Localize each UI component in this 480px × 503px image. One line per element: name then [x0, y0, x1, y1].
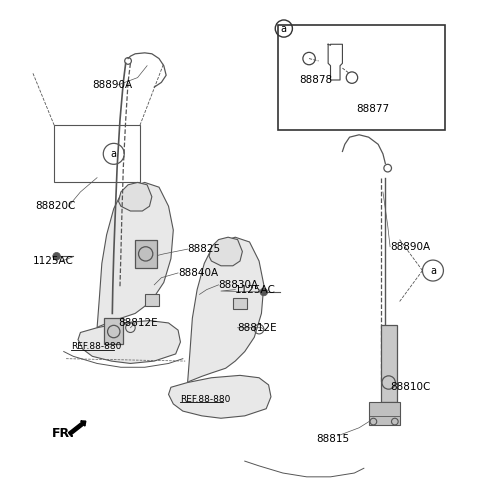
- Text: a: a: [111, 149, 117, 159]
- Polygon shape: [168, 375, 271, 418]
- FancyArrow shape: [69, 421, 86, 435]
- Text: 1125AC: 1125AC: [235, 285, 276, 295]
- Bar: [135, 239, 156, 268]
- Text: 88812E: 88812E: [119, 318, 158, 328]
- Text: 88820C: 88820C: [35, 201, 75, 211]
- Text: FR.: FR.: [52, 428, 75, 441]
- Text: 88877: 88877: [357, 104, 390, 114]
- Bar: [104, 318, 123, 345]
- Text: a: a: [430, 266, 436, 276]
- Text: 88815: 88815: [316, 434, 349, 444]
- Text: a: a: [281, 24, 287, 34]
- Text: 88812E: 88812E: [238, 323, 277, 332]
- Circle shape: [260, 288, 268, 296]
- Text: 88878: 88878: [300, 75, 333, 85]
- Text: 88840A: 88840A: [178, 268, 218, 278]
- Polygon shape: [188, 237, 264, 382]
- Bar: [369, 401, 399, 426]
- Text: 88825: 88825: [188, 244, 221, 254]
- Polygon shape: [119, 183, 152, 211]
- Text: REF.88-880: REF.88-880: [71, 342, 121, 351]
- Text: 88890A: 88890A: [390, 242, 430, 252]
- Bar: [278, 25, 445, 130]
- Polygon shape: [78, 320, 180, 364]
- Bar: [144, 294, 159, 306]
- Text: 1125AC: 1125AC: [33, 256, 73, 266]
- Bar: [233, 298, 247, 309]
- Polygon shape: [209, 237, 242, 266]
- Bar: [54, 125, 140, 183]
- Bar: [381, 325, 397, 401]
- Circle shape: [53, 253, 60, 260]
- Text: 88830A: 88830A: [218, 280, 259, 290]
- Text: 88810C: 88810C: [390, 382, 431, 392]
- Polygon shape: [97, 183, 173, 328]
- Text: 88890A: 88890A: [92, 80, 132, 90]
- Text: REF.88-880: REF.88-880: [180, 395, 231, 404]
